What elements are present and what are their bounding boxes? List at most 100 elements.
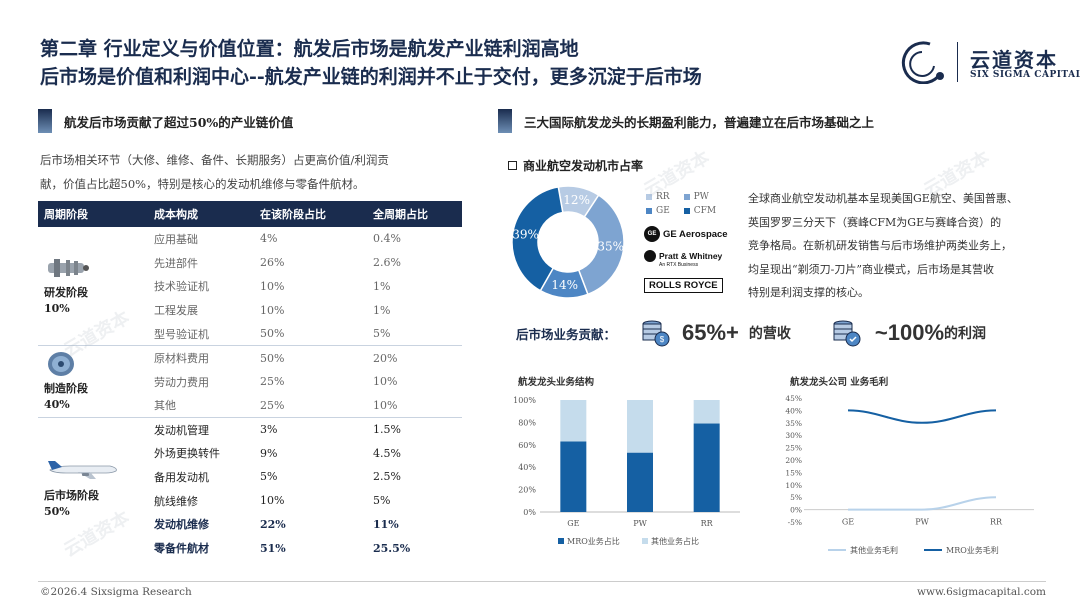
cost-item: 技术验证机	[154, 280, 209, 294]
turbine-icon	[48, 351, 74, 376]
footer-copyright: ©2026.4 Sixsigma Research	[40, 586, 192, 598]
page-title: 第二章 行业定义与价值位置：航发后市场是航发产业链利润高地	[40, 38, 579, 60]
revenue-label: 的营收	[748, 326, 791, 342]
table-row: 其他 25% 10%	[38, 394, 462, 418]
total-share: 11%	[373, 517, 399, 531]
table-row: 技术验证机 10% 1%	[38, 275, 462, 299]
square-bullet-icon	[508, 161, 517, 170]
legend-swatch	[646, 208, 652, 214]
total-share: 2.6%	[373, 256, 401, 270]
x-tick-label: GE	[842, 518, 854, 527]
stage-share: 51%	[260, 541, 286, 555]
table-row: 制造阶段 40% 原材料费用 50% 20%	[38, 345, 462, 418]
bar-rr	[693, 423, 720, 512]
donut-legend: RR PW GE CFM	[646, 192, 726, 216]
bar-ge	[560, 441, 587, 512]
table-header-cell: 成本构成	[148, 201, 254, 227]
y-tick-label: 45%	[785, 394, 802, 403]
desc-line: 竞争格局。在新机研发销售与后市场维护两类业务上，	[748, 239, 1012, 252]
bar-pw	[627, 400, 653, 453]
footer-divider	[38, 581, 1046, 582]
profit-value: ~100%	[874, 320, 945, 345]
table-header-row: 周期阶段 成本构成 在该阶段占比 全周期占比	[38, 201, 462, 227]
market-share-donut: 12% 35% 14% 39%	[511, 185, 625, 299]
y-tick-label: 100%	[513, 396, 536, 405]
y-tick-label: 20%	[518, 486, 536, 495]
brand-ge: GE GE Aerospace	[644, 225, 728, 243]
stage-share: 3%	[254, 416, 367, 442]
desc-line: 全球商业航空发动机基本呈现美国GE航空、美国普惠、	[748, 192, 1018, 205]
total-share: 1.5%	[367, 416, 462, 442]
footer-website[interactable]: www.6sigmacapital.com	[917, 586, 1046, 598]
table-row: 后市场阶段 50% 发动机管理 3% 1.5%	[38, 416, 462, 561]
line-chart-title: 航发龙头公司 业务毛利	[790, 377, 889, 388]
donut-label: 35%	[597, 240, 624, 254]
table-row: 型号验证机 50% 5%	[38, 322, 462, 346]
y-tick-label: 60%	[518, 441, 536, 450]
stage-share: 9%	[260, 446, 278, 460]
legend-swatch	[642, 538, 648, 544]
total-share: 20%	[367, 345, 462, 370]
stage-share: 4%	[260, 232, 278, 246]
table-header-cell: 周期阶段	[38, 201, 148, 227]
cost-item: 发动机管理	[148, 416, 254, 442]
stage-cell-rd: 研发阶段 10%	[38, 227, 148, 346]
legend-swatch	[558, 538, 564, 544]
svg-text:$: $	[660, 335, 665, 344]
legend-label: 其他业务毛利	[850, 545, 898, 554]
right-section-header: 三大国际航发龙头的长期盈利能力，普遍建立在后市场基础之上	[498, 108, 874, 134]
cost-item: 型号验证机	[154, 327, 209, 341]
legend-item-rr: RR	[646, 192, 670, 202]
total-share: 25.5%	[373, 541, 411, 555]
y-tick-label: 40%	[518, 463, 536, 472]
bar-chart-title: 航发龙头业务结构	[518, 377, 595, 388]
legend-swatch	[683, 208, 690, 214]
brand-rr: ROLLS ROYCE	[644, 276, 723, 294]
coins-icon: $	[642, 320, 670, 347]
cost-item: 航线维修	[154, 494, 198, 508]
stage-share: 25%	[260, 398, 285, 412]
donut-label: 14%	[551, 278, 578, 292]
y-tick-label: 20%	[785, 456, 802, 465]
stage-share: 10%	[260, 279, 285, 293]
pw-logo-icon	[644, 250, 656, 262]
cost-item: 外场更换转件	[154, 447, 220, 461]
y-tick-label: 15%	[785, 468, 802, 477]
total-share: 1%	[373, 303, 391, 317]
stage-name: 研发阶段	[44, 286, 88, 300]
donut-slice-pw	[577, 194, 625, 296]
bar-pw	[627, 452, 653, 512]
legend-label: PW	[693, 192, 709, 202]
total-share: 10%	[373, 375, 398, 389]
total-share: 5%	[373, 494, 391, 508]
airplane-icon	[48, 461, 117, 480]
stage-share: 22%	[260, 517, 286, 531]
table-row: 航线维修 10% 5%	[38, 489, 462, 513]
section-bar	[498, 109, 512, 133]
table-row: 先进部件 26% 2.6%	[38, 251, 462, 275]
table-header-cell: 在该阶段占比	[254, 201, 367, 227]
total-share: 2.5%	[373, 470, 401, 484]
stage-pct: 50%	[44, 505, 70, 519]
stage-pct: 10%	[44, 302, 70, 316]
profit-label: 的利润	[944, 326, 987, 342]
stage-share: 25%	[260, 375, 285, 389]
intro-line-1: 后市场相关环节（大修、维修、备件、长期服务）占更高价值/利润贡	[40, 153, 389, 167]
desc-line: 均呈现出“剃须刀-刀片”商业模式，后市场是其营收	[748, 262, 994, 276]
right-section-title: 三大国际航发龙头的长期盈利能力，普遍建立在后市场基础之上	[524, 114, 875, 130]
aftermarket-contribution: 后市场业务贡献： $ 65%+ 的营收 ~100% 的利润	[516, 318, 986, 348]
cost-item: 零备件航材	[154, 542, 209, 556]
cost-item: 备用发动机	[154, 470, 209, 484]
section-bar	[38, 109, 52, 133]
table-row: 研发阶段 10% 应用基础 4% 0.4%	[38, 227, 462, 315]
brand-name: ROLLS ROYCE	[644, 277, 723, 293]
table-row: 劳动力费用 25% 10%	[38, 370, 462, 394]
cost-item: 其他	[154, 399, 176, 413]
market-share-header: 商业航空发动机市占率	[508, 157, 643, 174]
y-tick-label: 35%	[785, 419, 802, 428]
legend-label: CFM	[693, 206, 717, 216]
table-header-cell: 全周期占比	[367, 201, 462, 227]
y-tick-label: 5%	[790, 493, 802, 502]
table-row: 外场更换转件 9% 4.5%	[38, 441, 462, 465]
page-subtitle: 后市场是价值和利润中心--航发产业链的利润并不止于交付，更多沉淀于后市场	[40, 66, 702, 88]
